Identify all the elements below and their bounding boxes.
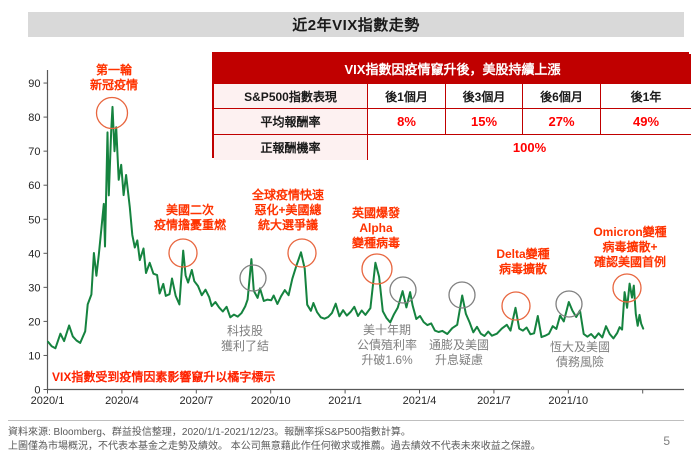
us-second-wave-label: 疫情擔憂重燃 bbox=[154, 217, 227, 232]
first-covid-wave-circle bbox=[95, 96, 129, 130]
tech-profit-taking-circle bbox=[239, 264, 267, 292]
table-value: 49% bbox=[600, 108, 691, 134]
y-tick-label: 90 bbox=[28, 78, 40, 90]
table-col-header: 後3個月 bbox=[445, 83, 522, 108]
y-tick-label: 80 bbox=[28, 112, 40, 124]
evergrande-us-debt-risk-circle bbox=[555, 290, 583, 318]
table-value: 8% bbox=[367, 108, 445, 134]
table-col-header: 後6個月 bbox=[522, 83, 600, 108]
x-tick-label: 2020/10 bbox=[251, 395, 291, 407]
table-col-header: 後1個月 bbox=[367, 83, 445, 108]
treasury-yield-breaks-1point6-circle bbox=[389, 276, 417, 304]
tech-profit-taking-label: 獲利了結 bbox=[221, 339, 269, 353]
us-second-wave-label: 美國二次 bbox=[166, 202, 214, 217]
sp500-returns-table: VIX指數因疫情竄升後，美股持續上漲 S&P500指數表現 後1個月 後3個月 … bbox=[212, 52, 691, 160]
inflation-rate-hike-worries-circle bbox=[448, 281, 476, 309]
evergrande-us-debt-risk-label: 恆大及美國 bbox=[550, 340, 610, 354]
uk-alpha-variant-label: 英國爆發 bbox=[352, 205, 401, 220]
uk-alpha-variant-circle bbox=[361, 253, 393, 285]
delta-variant-spread-circle bbox=[501, 291, 531, 321]
y-tick-label: 0 bbox=[34, 385, 40, 397]
x-tick-label: 2021/10 bbox=[548, 395, 588, 407]
slide-title-bar: 近2年VIX指數走勢 bbox=[28, 12, 684, 37]
y-tick-label: 60 bbox=[28, 180, 40, 192]
x-tick-label: 2021/4 bbox=[403, 395, 437, 407]
table-row-label: 平均報酬率 bbox=[214, 108, 367, 134]
first-covid-wave-label: 第一輪 bbox=[96, 62, 133, 77]
global-deterioration-election-circle bbox=[287, 238, 317, 268]
page-number: 5 bbox=[663, 434, 670, 448]
table-value: 100% bbox=[367, 134, 691, 160]
global-deterioration-election-label: 統大選爭議 bbox=[258, 217, 318, 232]
table-value: 15% bbox=[445, 108, 522, 134]
x-tick-label: 2020/4 bbox=[105, 395, 139, 407]
global-deterioration-election-label: 惡化+美國總 bbox=[254, 202, 321, 217]
tech-profit-taking-label: 科技股 bbox=[227, 324, 263, 338]
table-col-header: 後1年 bbox=[600, 83, 691, 108]
delta-variant-spread-label: 病毒擴散 bbox=[499, 261, 548, 276]
y-tick-label: 10 bbox=[28, 350, 40, 362]
us-second-wave-circle bbox=[168, 238, 198, 268]
y-tick-label: 50 bbox=[28, 214, 40, 226]
y-tick-label: 70 bbox=[28, 146, 40, 158]
treasury-yield-breaks-1point6-label: 美十年期 bbox=[363, 323, 411, 337]
omicron-variant-circle bbox=[612, 273, 642, 303]
delta-variant-spread-label: Delta變種 bbox=[496, 246, 549, 261]
inflation-rate-hike-worries-label: 升息疑慮 bbox=[435, 352, 483, 367]
table-value: 27% bbox=[522, 108, 600, 134]
table-col-header: S&P500指數表現 bbox=[214, 83, 367, 108]
global-deterioration-election-label: 全球疫情快速 bbox=[251, 187, 324, 202]
omicron-variant-label: Omicron變種 bbox=[593, 224, 666, 239]
table-row-label: 正報酬機率 bbox=[214, 134, 367, 160]
orange-highlight-note: VIX指數受到疫情因素影響竄升以橘字標示 bbox=[52, 369, 275, 384]
table-title: VIX指數因疫情竄升後，美股持續上漲 bbox=[214, 54, 691, 83]
source-note: 資料來源: Bloomberg、群益投信整理，2020/1/1-2021/12/… bbox=[8, 427, 411, 438]
treasury-yield-breaks-1point6-label: 升破1.6% bbox=[361, 352, 413, 367]
uk-alpha-variant-label: 變種病毒 bbox=[351, 235, 400, 250]
omicron-variant-label: 病毒擴散+ bbox=[602, 239, 657, 254]
page-title: 近2年VIX指數走勢 bbox=[292, 17, 420, 34]
y-tick-label: 20 bbox=[28, 316, 40, 328]
omicron-variant-label: 確認美國首例 bbox=[594, 254, 666, 269]
uk-alpha-variant-label: Alpha bbox=[359, 221, 393, 235]
y-tick-label: 40 bbox=[28, 248, 40, 260]
x-tick-label: 2021/7 bbox=[477, 395, 511, 407]
inflation-rate-hike-worries-label: 通膨及美國 bbox=[429, 338, 489, 352]
vix-line bbox=[47, 105, 645, 350]
x-tick-label: 2020/7 bbox=[179, 395, 213, 407]
first-covid-wave-label: 新冠疫情 bbox=[90, 77, 138, 92]
x-tick-label: 2020/1 bbox=[31, 395, 65, 407]
treasury-yield-breaks-1point6-label: 公債殖利率 bbox=[357, 337, 417, 352]
footer: 資料來源: Bloomberg、群益投信整理，2020/1/1-2021/12/… bbox=[8, 426, 648, 454]
evergrande-us-debt-risk-label: 債務風險 bbox=[556, 354, 604, 369]
footer-divider bbox=[8, 420, 684, 421]
x-tick-label: 2021/1 bbox=[328, 395, 362, 407]
disclaimer-note: 上圖僅為市場概況，不代表本基金之走勢及績效。 本公司無意藉此作任何徵求或推薦。過… bbox=[8, 441, 541, 452]
y-tick-label: 30 bbox=[28, 282, 40, 294]
